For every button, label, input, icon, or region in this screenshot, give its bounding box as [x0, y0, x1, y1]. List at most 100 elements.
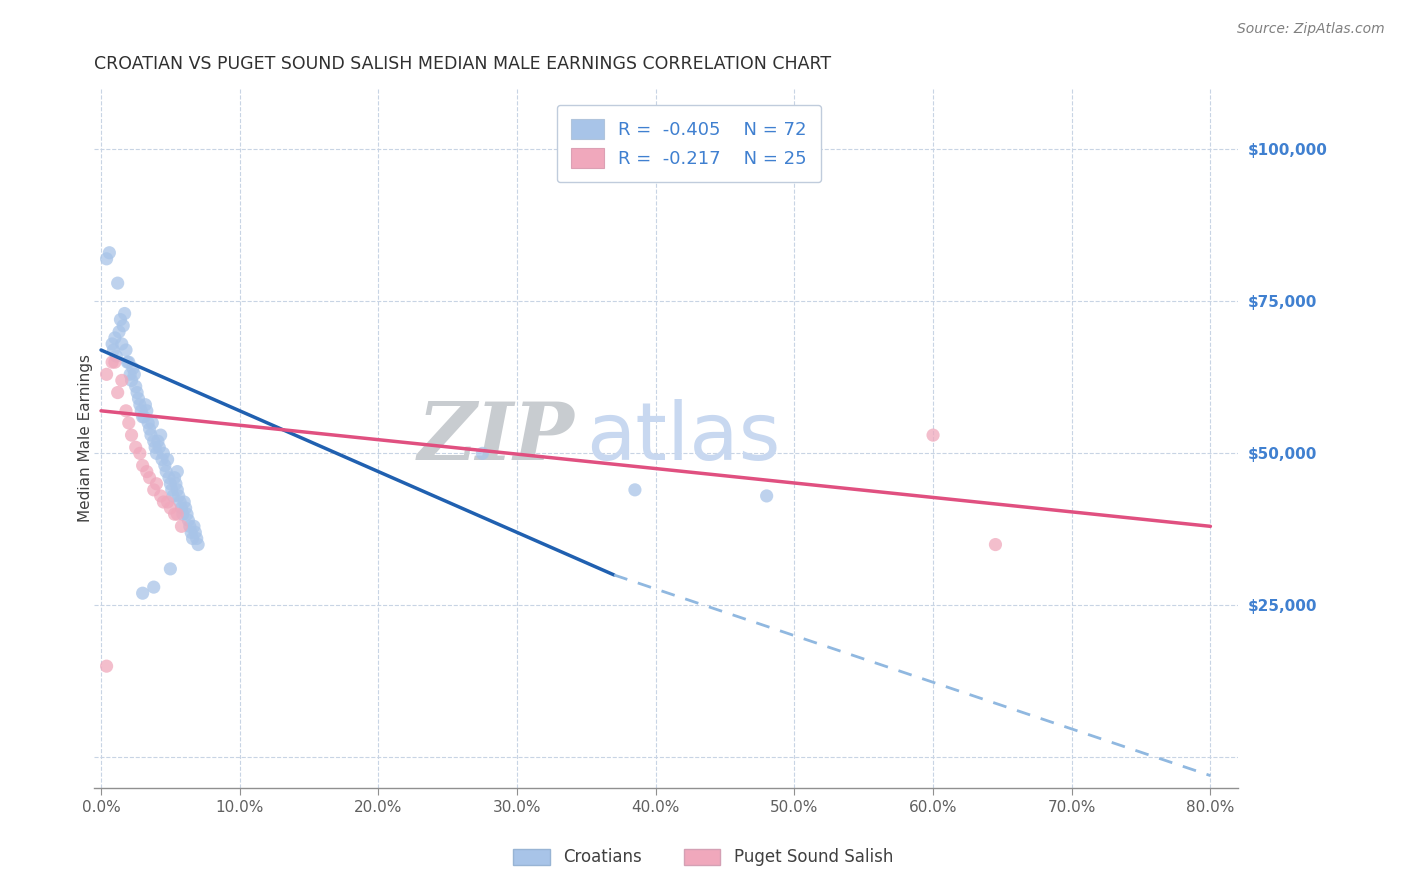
Point: [159, 562, 181, 576]
Point: [149, 489, 172, 503]
Point: [110, 312, 132, 326]
Point: [134, 398, 156, 412]
Point: [138, 422, 160, 436]
Point: [183, 519, 205, 533]
Point: [160, 483, 183, 497]
Point: [165, 476, 187, 491]
Point: [115, 343, 138, 357]
Point: [187, 537, 209, 551]
Point: [127, 385, 149, 400]
Point: [141, 416, 163, 430]
Legend: Croatians, Puget Sound Salish: Croatians, Puget Sound Salish: [506, 842, 900, 873]
Point: [132, 409, 155, 424]
Point: [117, 355, 139, 369]
Point: [150, 452, 173, 467]
Point: [142, 434, 165, 449]
Point: [111, 373, 134, 387]
Point: [115, 404, 138, 418]
Point: [125, 379, 148, 393]
Point: [98, 245, 121, 260]
Point: [176, 507, 198, 521]
Point: [179, 519, 201, 533]
Point: [162, 489, 184, 503]
Point: [922, 428, 945, 442]
Text: CROATIAN VS PUGET SOUND SALISH MEDIAN MALE EARNINGS CORRELATION CHART: CROATIAN VS PUGET SOUND SALISH MEDIAN MA…: [94, 55, 831, 73]
Point: [96, 368, 118, 382]
Point: [145, 476, 167, 491]
Point: [108, 325, 131, 339]
Point: [148, 440, 170, 454]
Point: [101, 337, 124, 351]
Text: atlas: atlas: [586, 399, 780, 477]
Point: [152, 495, 174, 509]
Point: [125, 440, 148, 454]
Point: [984, 537, 1007, 551]
Point: [112, 318, 135, 333]
Point: [173, 495, 195, 509]
Point: [121, 373, 143, 387]
Point: [174, 501, 197, 516]
Point: [181, 532, 204, 546]
Point: [118, 355, 141, 369]
Point: [131, 409, 153, 424]
Point: [136, 416, 159, 430]
Point: [143, 440, 166, 454]
Y-axis label: Median Male Earnings: Median Male Earnings: [79, 354, 93, 522]
Point: [96, 252, 118, 266]
Point: [124, 368, 146, 382]
Point: [153, 458, 176, 473]
Point: [624, 483, 647, 497]
Point: [152, 446, 174, 460]
Point: [135, 404, 157, 418]
Point: [755, 489, 778, 503]
Point: [156, 452, 179, 467]
Point: [172, 507, 194, 521]
Point: [177, 513, 200, 527]
Text: Source: ZipAtlas.com: Source: ZipAtlas.com: [1237, 22, 1385, 37]
Point: [159, 476, 181, 491]
Point: [180, 525, 202, 540]
Point: [145, 446, 167, 460]
Point: [121, 428, 143, 442]
Point: [127, 392, 149, 406]
Point: [131, 586, 153, 600]
Point: [149, 428, 172, 442]
Point: [101, 355, 124, 369]
Point: [184, 525, 207, 540]
Point: [118, 416, 141, 430]
Point: [114, 306, 136, 320]
Point: [96, 659, 118, 673]
Point: [146, 434, 169, 449]
Point: [138, 471, 160, 485]
Point: [128, 446, 150, 460]
Point: [163, 471, 186, 485]
Point: [105, 349, 128, 363]
Point: [163, 507, 186, 521]
Point: [128, 398, 150, 412]
Point: [155, 465, 177, 479]
Point: [135, 465, 157, 479]
Point: [471, 446, 494, 460]
Point: [122, 361, 145, 376]
Legend: R =  -0.405    N = 72, R =  -0.217    N = 25: R = -0.405 N = 72, R = -0.217 N = 25: [557, 104, 821, 182]
Point: [104, 355, 127, 369]
Point: [170, 519, 193, 533]
Point: [142, 580, 165, 594]
Point: [103, 343, 125, 357]
Point: [156, 495, 179, 509]
Point: [167, 489, 190, 503]
Point: [157, 471, 180, 485]
Point: [166, 507, 188, 521]
Point: [120, 368, 142, 382]
Point: [166, 465, 188, 479]
Point: [170, 501, 193, 516]
Point: [139, 428, 162, 442]
Point: [159, 501, 181, 516]
Point: [142, 483, 165, 497]
Point: [107, 385, 129, 400]
Point: [166, 483, 188, 497]
Point: [129, 404, 152, 418]
Point: [111, 337, 134, 351]
Point: [104, 331, 127, 345]
Point: [131, 458, 153, 473]
